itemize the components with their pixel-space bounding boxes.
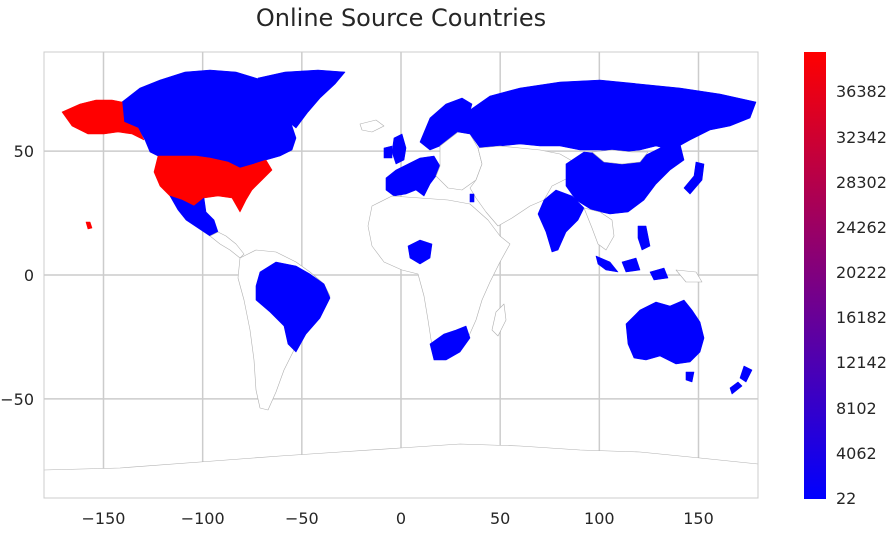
country-japan xyxy=(683,161,705,195)
country-alaska-usa xyxy=(61,99,145,141)
x-tick-label: 0 xyxy=(396,509,406,528)
country-india xyxy=(537,189,585,253)
country-madagascar xyxy=(491,303,507,337)
africa xyxy=(367,195,511,361)
country-nigeria xyxy=(407,239,433,265)
x-tick-label: −50 xyxy=(285,509,319,528)
x-tick-label: 150 xyxy=(683,509,714,528)
country-uk xyxy=(391,133,407,165)
colorbar-tick-label: 8102 xyxy=(836,398,877,418)
country-usa xyxy=(153,155,273,213)
plot-border xyxy=(43,51,759,499)
papua-new-guinea xyxy=(675,269,703,283)
country-mongolia xyxy=(591,149,649,165)
antarctica xyxy=(43,443,759,499)
y-tick-label: 50 xyxy=(14,142,34,161)
colorbar xyxy=(804,52,826,499)
southeast-asia xyxy=(583,207,615,251)
country-south-africa xyxy=(429,325,471,361)
country-russia xyxy=(457,79,757,153)
colorbar-tick-label: 36382 xyxy=(836,82,886,102)
country-western-europe xyxy=(385,155,441,197)
colorbar-tick-label: 4062 xyxy=(836,443,877,463)
country-new-zealand xyxy=(729,365,753,395)
chart-title: Online Source Countries xyxy=(255,4,547,32)
y-tick-label: −50 xyxy=(0,390,34,409)
country-iceland xyxy=(359,119,385,133)
tasmania xyxy=(685,371,695,383)
country-canada xyxy=(121,69,297,169)
colorbar-tick-label: 12142 xyxy=(836,353,886,373)
colorbar-tick-label: 16182 xyxy=(836,308,886,328)
central-america xyxy=(209,231,245,259)
landmasses xyxy=(43,69,759,499)
axes-frame xyxy=(43,51,759,499)
colorbar-tick-label: 28302 xyxy=(836,172,886,192)
x-tick-label: −100 xyxy=(181,509,225,528)
axis-tick-labels: −150 −100 −50 0 50 100 150 50 0 −50 xyxy=(0,142,714,528)
colorbar-tick-label: 24262 xyxy=(836,217,886,237)
middle-east-central-asia xyxy=(469,145,575,227)
country-philippines xyxy=(637,225,651,251)
country-indonesia xyxy=(595,255,669,281)
x-tick-label: 100 xyxy=(584,509,615,528)
country-australia xyxy=(625,299,705,365)
x-tick-label: 50 xyxy=(490,509,510,528)
y-tick-label: 0 xyxy=(24,266,34,285)
colorbar-tick-label: 22 xyxy=(836,489,857,508)
colorbar-tick-label: 32342 xyxy=(836,127,886,147)
x-tick-label: −150 xyxy=(82,509,126,528)
country-ireland xyxy=(383,145,393,159)
hawaii-usa xyxy=(85,221,93,230)
country-israel xyxy=(469,193,475,203)
country-mexico xyxy=(169,195,219,237)
country-brazil xyxy=(255,261,331,353)
colorbar-tick-label: 20222 xyxy=(836,263,886,283)
